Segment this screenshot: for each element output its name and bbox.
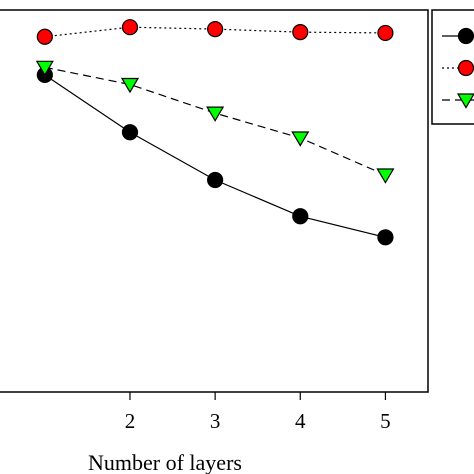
x-axis: 2 3 4 5: [125, 392, 391, 433]
legend-marker: [457, 27, 474, 45]
series-3-point-2: [120, 77, 140, 94]
series-1-point-3: [207, 171, 224, 189]
series-3-point-1: [35, 60, 54, 77]
series-1-point-2: [121, 124, 139, 141]
legend: [431, 9, 474, 125]
legend-entry-2: [442, 59, 474, 77]
series-3: [35, 60, 395, 184]
series-3-point-5: [376, 168, 395, 184]
legend-marker: [456, 93, 474, 109]
series-2: [36, 19, 394, 45]
series-1: [36, 66, 394, 246]
x-tick-label: 2: [125, 409, 136, 433]
plot-frame: [0, 9, 429, 393]
series-2-point-3: [207, 21, 224, 38]
x-tick-label: 3: [210, 409, 221, 433]
series-2-point-2: [121, 19, 139, 36]
x-tick-label: 5: [380, 409, 391, 433]
x-axis-label: Number of layers: [88, 450, 242, 474]
series-2-point-1: [36, 28, 53, 45]
series-3-point-3: [206, 106, 225, 122]
series-2-point-5: [377, 24, 394, 42]
series-layer: [35, 19, 395, 246]
legend-marker: [457, 59, 474, 77]
x-tick-label: 4: [295, 409, 306, 433]
series-1-line: [44, 74, 386, 238]
series-2-point-4: [292, 24, 309, 41]
series-1-point-4: [292, 208, 309, 225]
series-1-point-5: [377, 229, 394, 246]
series-3-point-4: [291, 131, 310, 147]
